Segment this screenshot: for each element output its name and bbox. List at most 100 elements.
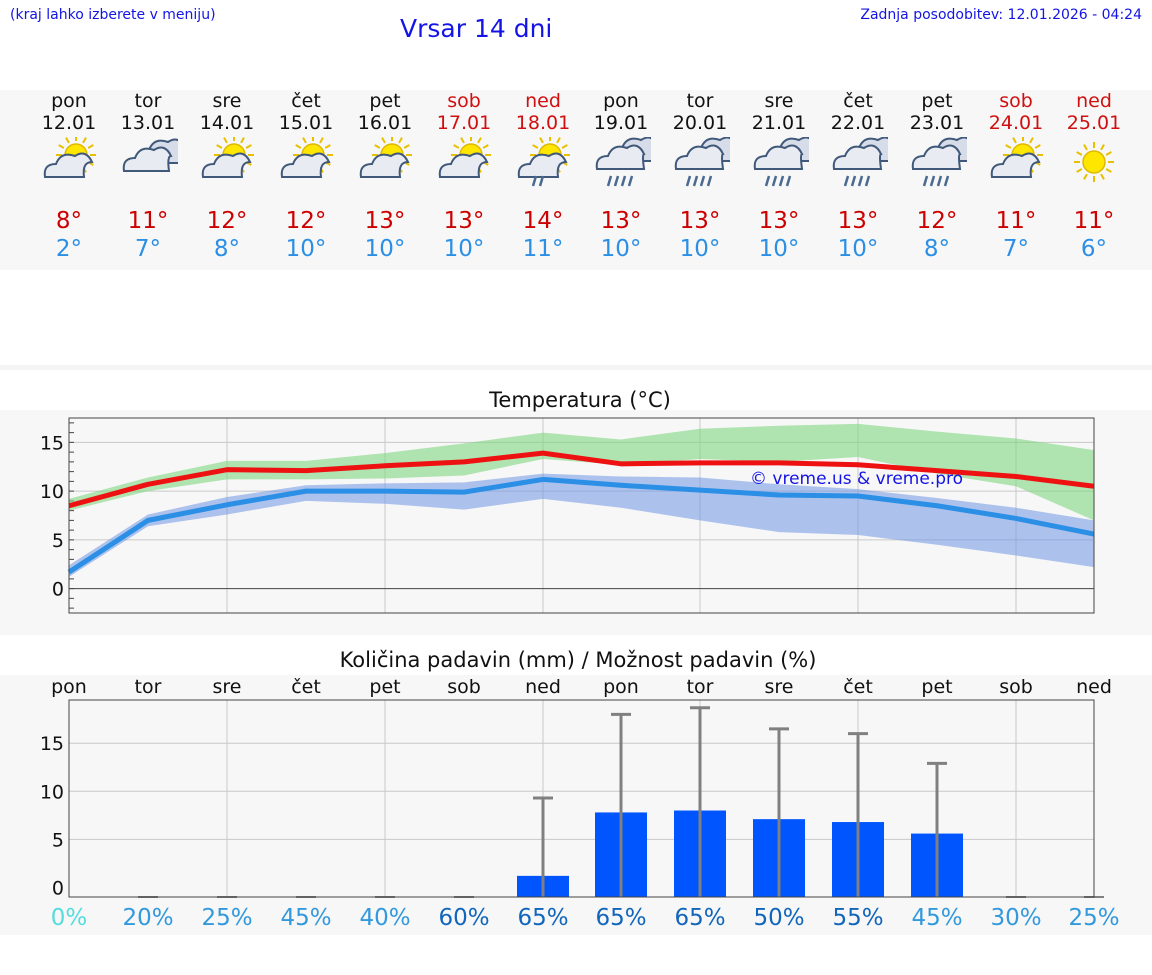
day-name: čet [291,90,321,112]
day-name: sre [764,90,794,112]
forecast-day: pet 23.01 12° 8° [897,90,977,263]
precip-probability: 25% [1068,905,1120,931]
day-name: sob [447,90,481,112]
partly-sunny-icon [266,135,346,197]
temperature-min: 11° [522,236,564,262]
day-date: 22.01 [830,112,886,134]
partly-sunny-icon [29,135,109,197]
day-name: sre [212,90,242,112]
precip-day-label: tor [686,676,714,698]
temperature-max: 12° [285,208,327,234]
day-name: pet [921,90,953,112]
partly-sunny-icon [187,135,267,197]
day-date: 19.01 [593,112,649,134]
temperature-max: 13° [443,208,485,234]
min-temperature-line [67,476,1095,575]
temperature-min: 10° [837,236,879,262]
forecast-day: sob 24.01 11° 7° [976,90,1056,263]
precip-probability: 45% [911,905,963,931]
precip-probability: 60% [438,905,490,931]
sun-rain-icon [503,135,583,197]
temperature-max: 12° [916,208,958,234]
partly-sunny-icon [424,135,504,197]
temperature-min: 10° [600,236,642,262]
precip-probability: 45% [280,905,332,931]
last-updated: Zadnja posodobitev: 12.01.2026 - 04:24 [860,7,1142,23]
precip-probability: 30% [990,905,1042,931]
precip-day-label: pon [603,676,639,698]
day-name: pet [369,90,401,112]
y-tick-label: 15 [40,432,64,454]
forecast-day: tor 20.01 13° 10° [660,90,740,263]
precip-day-label: sob [999,676,1033,698]
temperature-chart-title: Temperatura (°C) [489,388,671,412]
precip-day-label: ned [1076,676,1112,698]
temperature-min: 7° [134,236,162,262]
day-name: sob [999,90,1033,112]
y-tick-label: 5 [52,829,64,851]
temperature-min: 10° [443,236,485,262]
forecast-day: pon 19.01 13° 10° [581,90,661,263]
temperature-min: 10° [364,236,406,262]
divider [0,365,1152,370]
precip-probability: 40% [359,905,411,931]
temperature-max: 13° [758,208,800,234]
day-date: 24.01 [988,112,1044,134]
forecast-day: ned 18.01 14° 11° [503,90,583,263]
forecast-day: čet 22.01 13° 10° [818,90,898,263]
sun-icon [1054,137,1134,197]
day-name: tor [134,90,162,112]
day-date: 14.01 [199,112,255,134]
rain-icon [660,136,740,197]
menu-hint: (kraj lahko izberete v meniju) [10,7,216,23]
plot-border [68,699,1095,898]
precip-probability: 65% [674,905,726,931]
y-tick-label: 10 [40,481,64,503]
precip-day-label: pet [369,676,401,698]
temperature-min: 8° [923,236,951,262]
precip-day-label: pet [921,676,953,698]
precip-probability: 50% [753,905,805,931]
precip-day-label: tor [134,676,162,698]
y-tick-label: 0 [52,877,64,899]
rain-icon [818,136,898,197]
temperature-max: 11° [995,208,1037,234]
temperature-min: 10° [679,236,721,262]
day-date: 15.01 [278,112,334,134]
partly-sunny-icon [345,135,425,197]
precipitation-chart-title: Količina padavin (mm) / Možnost padavin … [339,648,817,672]
forecast-day: ned 25.01 11° 6° [1054,90,1134,263]
rain-icon [739,136,819,197]
day-date: 12.01 [41,112,97,134]
precip-day-label: sre [212,676,242,698]
temperature-max: 11° [127,208,169,234]
temperature-min: 8° [213,236,241,262]
forecast-day: sob 17.01 13° 10° [424,90,504,263]
precip-probability: 55% [832,905,884,931]
cloudy-icon [108,137,188,197]
precip-day-label: sre [764,676,794,698]
temperature-max: 11° [1073,208,1115,234]
day-date: 23.01 [909,112,965,134]
precip-day-label: ned [525,676,561,698]
temperature-min: 10° [285,236,327,262]
temperature-min: 7° [1002,236,1030,262]
day-name: pon [51,90,87,112]
temperature-min: 6° [1080,236,1108,262]
temperature-min: 2° [55,236,83,262]
y-tick-label: 10 [40,781,64,803]
day-date: 25.01 [1066,112,1122,134]
day-date: 21.01 [751,112,807,134]
page-title: Vrsar 14 dni [400,14,553,43]
y-tick-label: 15 [40,733,64,755]
day-date: 13.01 [120,112,176,134]
day-name: pon [603,90,639,112]
day-name: tor [686,90,714,112]
temperature-min: 10° [758,236,800,262]
day-date: 17.01 [436,112,492,134]
precip-probability: 20% [122,905,174,931]
forecast-day: tor 13.01 11° 7° [108,90,188,263]
watermark: © vreme.us & vreme.pro [750,469,963,489]
partly-sunny-icon [976,135,1056,197]
max-temperature-line [68,450,1095,509]
